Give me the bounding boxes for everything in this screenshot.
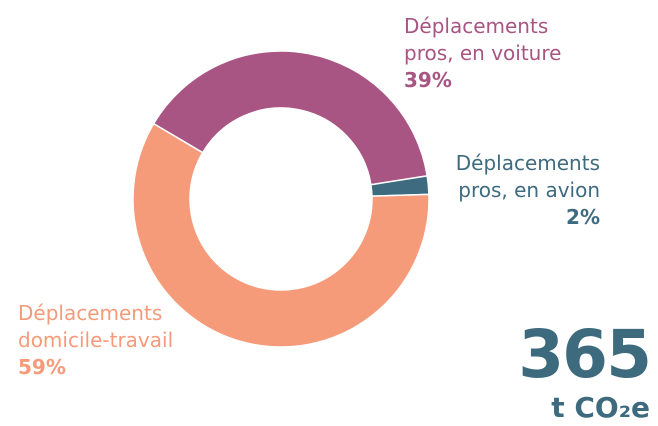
- total-unit: t CO₂e: [551, 391, 650, 424]
- value-label: 2%: [566, 205, 600, 229]
- category-name: Déplacements pros, en voiture: [404, 14, 562, 65]
- slice-label: Déplacements pros, en voiture 39%: [404, 13, 604, 94]
- slice-label: Déplacements pros, en avion 2%: [400, 150, 600, 231]
- category-name: Déplacements pros, en avion: [455, 151, 600, 202]
- category-name: Déplacements domicile-travail: [18, 301, 174, 352]
- total: 365 t CO₂e: [518, 316, 652, 424]
- slice: [132, 122, 430, 348]
- slice: [152, 50, 429, 186]
- value-label: 39%: [404, 68, 452, 92]
- total-value: 365: [518, 316, 652, 393]
- value-label: 59%: [18, 355, 66, 379]
- slice-label: Déplacements domicile-travail 59%: [18, 300, 218, 381]
